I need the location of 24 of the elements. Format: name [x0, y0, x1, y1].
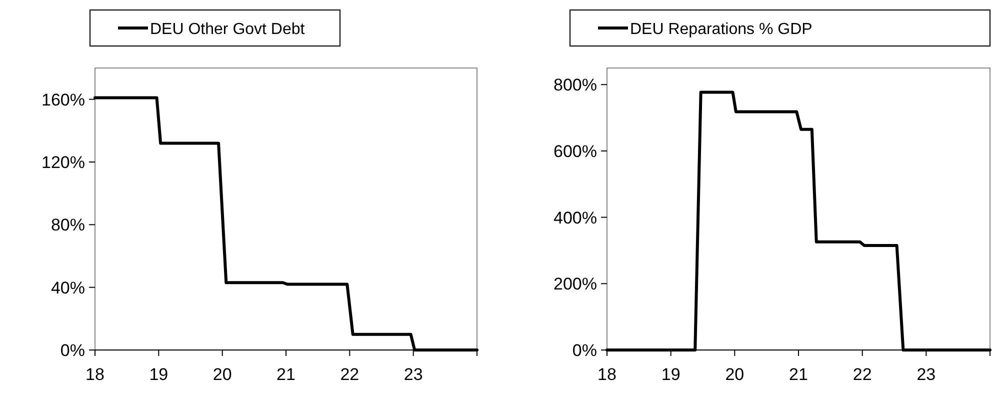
y-tick-label: 160%: [42, 90, 85, 110]
x-tick-label: 23: [916, 365, 936, 384]
y-tick-label: 200%: [554, 274, 597, 294]
x-tick-label: 21: [276, 365, 296, 384]
y-tick-label: 120%: [42, 153, 85, 172]
x-tick-label: 18: [598, 365, 616, 384]
x-tick-label: 20: [725, 365, 744, 384]
y-tick-label: 0%: [60, 341, 85, 360]
y-tick-label: 0%: [572, 341, 597, 360]
x-tick-label: 18: [86, 365, 104, 384]
x-tick-label: 22: [852, 365, 872, 384]
y-tick-label: 40%: [50, 278, 85, 298]
y-tick-label: 800%: [554, 76, 597, 95]
x-tick-label: 22: [340, 365, 360, 384]
x-tick-label: 21: [789, 365, 808, 384]
legend-label: DEU Reparations % GDP: [630, 21, 812, 38]
x-tick-label: 19: [149, 365, 168, 384]
x-tick-label: 19: [661, 365, 680, 384]
x-tick-label: 20: [212, 365, 232, 384]
y-tick-label: 600%: [554, 142, 597, 161]
x-tick-label: 23: [404, 365, 423, 384]
legend-label: DEU Other Govt Debt: [150, 21, 306, 38]
y-tick-label: 80%: [50, 216, 85, 235]
y-tick-label: 400%: [554, 208, 597, 228]
